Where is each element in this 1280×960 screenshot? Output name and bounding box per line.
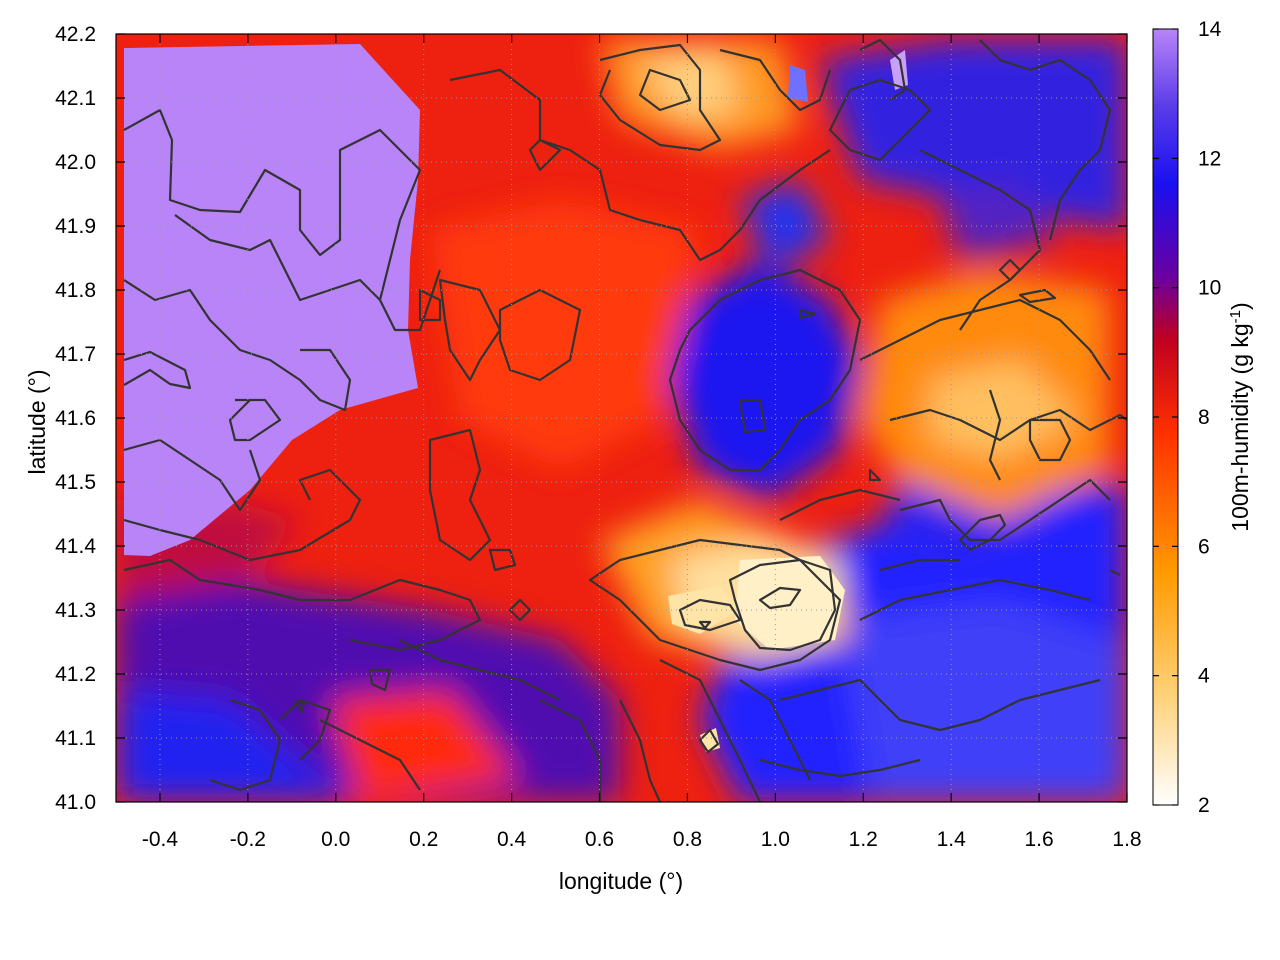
x-tick-label: 1.6: [1024, 828, 1053, 851]
y-tick-label: 41.4: [55, 535, 96, 558]
y-tick-label: 41.9: [55, 215, 96, 238]
x-tick-label: -0.2: [230, 828, 266, 851]
x-tick-label: 0.4: [497, 828, 527, 851]
y-tick-label: 41.7: [55, 343, 96, 366]
y-tick-label: 41.5: [55, 471, 96, 494]
colorbar-label: 100m-humidity (g kg-1): [1227, 302, 1254, 531]
colorbar-tick-label: 6: [1198, 535, 1210, 558]
y-axis-label: latitude (°): [24, 369, 50, 474]
colorbar-tick-label: 4: [1198, 665, 1210, 688]
colorbar-tick-labels: 2 4 6 8 10 12 14: [1198, 18, 1222, 817]
x-tick-label: 0.2: [409, 828, 438, 851]
x-tick-label: 1.2: [849, 828, 878, 851]
x-tick-label: 0.0: [321, 828, 350, 851]
y-tick-label: 41.1: [55, 727, 96, 750]
y-tick-label: 42.1: [55, 87, 96, 110]
x-axis-label: longitude (°): [559, 868, 683, 894]
y-tick-label: 41.2: [55, 663, 96, 686]
colorbar-tick-label: 2: [1198, 794, 1210, 817]
colorbar-tick-label: 12: [1198, 147, 1221, 170]
y-tick-label: 42.2: [55, 23, 96, 46]
colorbar-tick-label: 8: [1198, 406, 1210, 429]
y-tick-label: 41.0: [55, 791, 96, 814]
x-tick-labels: -0.4 -0.2 0.0 0.2 0.4 0.6 0.8 1.0 1.2 1.4 1.6 1.8: [142, 828, 1142, 851]
axis-ticks: [116, 33, 1128, 803]
colorbar-ticks: [1153, 28, 1178, 806]
x-tick-label: 1.8: [1112, 828, 1141, 851]
y-tick-label: 41.3: [55, 599, 96, 622]
x-tick-label: -0.4: [142, 828, 179, 851]
x-tick-label: 0.6: [585, 828, 614, 851]
colorbar-tick-label: 14: [1198, 18, 1222, 41]
x-tick-label: 0.8: [673, 828, 702, 851]
x-tick-label: 1.4: [937, 828, 967, 851]
y-tick-label: 41.8: [55, 279, 96, 302]
x-tick-label: 1.0: [761, 828, 790, 851]
y-tick-labels: 41.0 41.1 41.2 41.3 41.4 41.5 41.6 41.7 41.8 41.9…: [55, 23, 96, 814]
y-tick-label: 41.6: [55, 407, 96, 430]
colorbar-tick-label: 10: [1198, 277, 1221, 300]
y-tick-label: 42.0: [55, 151, 96, 174]
